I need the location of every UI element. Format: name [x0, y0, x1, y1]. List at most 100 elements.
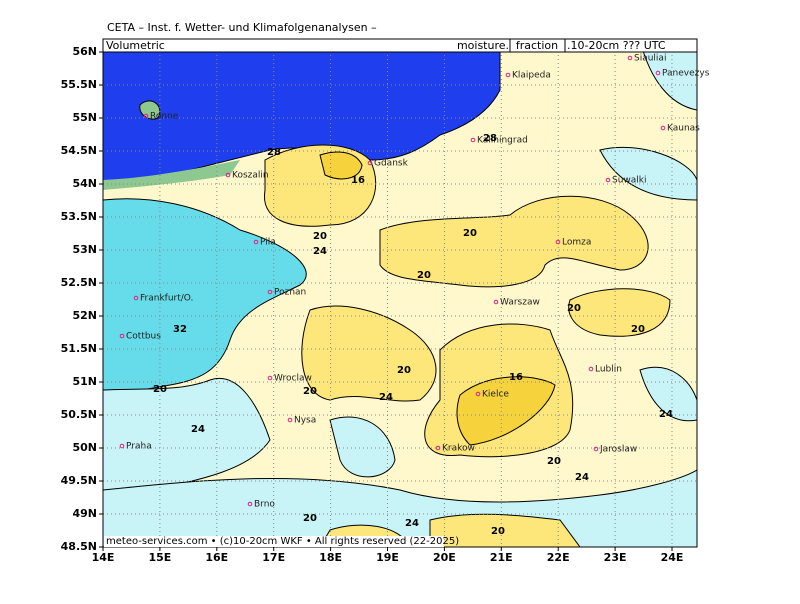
- city-marker: [493, 299, 499, 305]
- city-label: Suwalki: [612, 176, 647, 186]
- city-label: Lomza: [562, 238, 591, 248]
- lat-label: 55.5N: [61, 78, 97, 91]
- lat-label: 56N: [72, 45, 97, 58]
- city-marker: [247, 501, 253, 507]
- city-label: Cottbus: [126, 332, 161, 342]
- city-label: Frankfurt/O.: [140, 294, 193, 304]
- contour-label: 20: [303, 513, 317, 524]
- city-marker: [475, 391, 481, 397]
- footer: meteo-services.com • (c)10-20cm WKF • Al…: [106, 536, 459, 547]
- lat-label: 55N: [72, 111, 97, 124]
- lat-label: 51.5N: [61, 342, 97, 355]
- city-label: Brno: [254, 500, 275, 510]
- lon-label: 17E: [262, 551, 285, 564]
- city-label: Wroclaw: [274, 374, 312, 384]
- contour-label: 20: [153, 384, 167, 395]
- city-label: Panevezys: [662, 69, 710, 79]
- city-marker: [367, 160, 373, 166]
- contour-label: 20: [303, 386, 317, 397]
- city-marker: [435, 445, 441, 451]
- city-label: Lublin: [595, 365, 622, 375]
- lat-label: 49N: [72, 507, 97, 520]
- city-label: Gdansk: [374, 159, 409, 169]
- city-label: Ronne: [150, 112, 179, 122]
- city-marker: [593, 446, 599, 452]
- city-marker: [225, 172, 231, 178]
- map-fill: [103, 39, 697, 547]
- lat-label: 52.5N: [61, 276, 97, 289]
- contour-label: 16: [509, 372, 523, 383]
- city-label: Koszalin: [232, 171, 269, 181]
- header-left: Volumetric: [106, 39, 165, 52]
- city-label: Poznan: [274, 288, 306, 298]
- header-prefix: moisture.: [457, 39, 509, 52]
- city-marker: [133, 295, 139, 301]
- lon-label: 15E: [148, 551, 171, 564]
- contour-label: 32: [173, 324, 187, 335]
- contour-label: 20: [463, 228, 477, 239]
- lat-label: 48.5N: [61, 540, 97, 553]
- lon-label: 21E: [490, 551, 513, 564]
- city-marker: [267, 375, 273, 381]
- city-marker: [588, 366, 594, 372]
- city-marker: [470, 137, 476, 143]
- lon-label: 19E: [376, 551, 399, 564]
- city-marker: [627, 55, 633, 61]
- city-marker: [287, 417, 293, 423]
- lat-label: 53N: [72, 243, 97, 256]
- lon-label: 16E: [205, 551, 228, 564]
- city-label: Nysa: [294, 416, 316, 426]
- lat-label: 49.5N: [61, 474, 97, 487]
- lon-label: 23E: [604, 551, 627, 564]
- contour-label: 20: [313, 231, 327, 242]
- contour-label: 24: [659, 409, 673, 420]
- contour-label: 24: [405, 518, 419, 529]
- city-label: Jaroslaw: [599, 445, 637, 455]
- lon-label: 14E: [92, 551, 115, 564]
- contour-label: 20: [547, 456, 561, 467]
- title: CETA – Inst. f. Wetter- und Klimafolgena…: [107, 21, 377, 34]
- contour-label: 20: [631, 324, 645, 335]
- contour-label: 20: [567, 303, 581, 314]
- graticule: [102, 39, 697, 548]
- lat-label: 50N: [72, 441, 97, 454]
- city-label: Kaunas: [667, 124, 700, 134]
- lat-label: 54.5N: [61, 144, 97, 157]
- contour-label: 24: [575, 472, 589, 483]
- city-label: Siauliai: [634, 54, 666, 64]
- city-label: Pila: [260, 238, 276, 248]
- city-marker: [143, 113, 149, 119]
- contour-label: 24: [313, 246, 327, 257]
- city-label: Kaliningrad: [477, 136, 528, 146]
- contour-label: 20: [417, 270, 431, 281]
- header-box-text: fraction: [516, 39, 558, 52]
- contour-label: 28: [483, 133, 497, 144]
- city-marker: [253, 239, 259, 245]
- city-label: Warszaw: [500, 298, 540, 308]
- city-marker: [119, 443, 125, 449]
- lat-label: 54N: [72, 177, 97, 190]
- lat-label: 51N: [72, 375, 97, 388]
- contour-label: 20: [491, 526, 505, 537]
- city-marker: [605, 177, 611, 183]
- city-marker: [505, 72, 511, 78]
- contour-label: 20: [397, 365, 411, 376]
- contour-label: 28: [267, 147, 281, 158]
- header-suffix: .10-20cm ??? UTC: [567, 39, 666, 52]
- city-marker: [119, 333, 125, 339]
- city-label: Klaipeda: [512, 71, 551, 81]
- city-marker: [555, 239, 561, 245]
- city-label: Kielce: [482, 390, 509, 400]
- contour-label: 24: [379, 392, 393, 403]
- lat-label: 50.5N: [61, 408, 97, 421]
- lat-label: 52N: [72, 309, 97, 322]
- city-marker: [655, 70, 661, 76]
- header-box: [509, 38, 566, 53]
- lon-label: 20E: [433, 551, 456, 564]
- city-marker: [267, 289, 273, 295]
- lon-label: 18E: [319, 551, 342, 564]
- lon-label: 22E: [547, 551, 570, 564]
- city-label: Praha: [126, 442, 152, 452]
- footer-bg: [104, 536, 444, 547]
